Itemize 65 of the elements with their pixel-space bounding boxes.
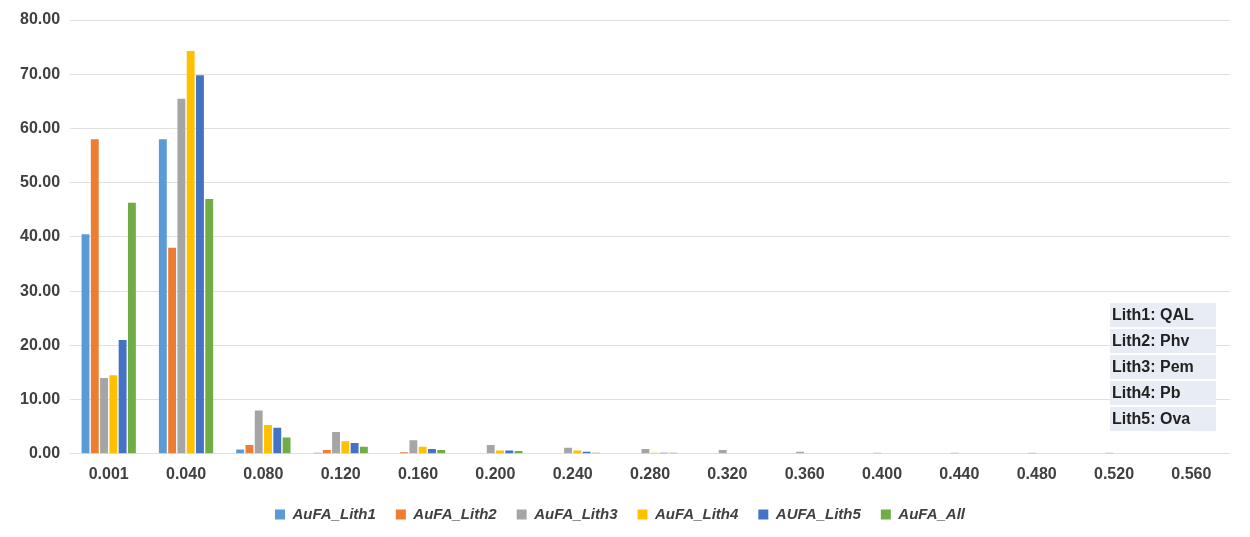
y-tick-label: 30.00 xyxy=(19,281,61,299)
x-tick-label: 0.360 xyxy=(784,464,825,482)
x-tick-label: 0.520 xyxy=(1093,464,1135,482)
x-tick-label: 0.560 xyxy=(1171,464,1212,482)
bar xyxy=(158,139,167,454)
bar xyxy=(418,446,427,454)
bar xyxy=(196,75,204,454)
bar xyxy=(359,446,368,454)
bar xyxy=(409,440,418,454)
bar xyxy=(437,450,446,454)
bar xyxy=(718,450,727,454)
annotation: Lith5: Ova xyxy=(1110,407,1216,431)
bar xyxy=(641,448,650,454)
bar xyxy=(514,451,523,454)
bar xyxy=(177,98,186,454)
y-tick-label: 40.00 xyxy=(19,227,61,245)
x-tick-label: 0.001 xyxy=(88,464,129,482)
x-tick-label: 0.440 xyxy=(939,464,980,482)
bar xyxy=(205,198,214,454)
legend-label: AuFA_All xyxy=(897,504,966,522)
x-tick-label: 0.040 xyxy=(166,464,207,482)
bar xyxy=(322,450,331,454)
bar xyxy=(486,445,495,454)
annotation: Lith1: QAL xyxy=(1110,303,1216,327)
legend-label: AuFA_Lith3 xyxy=(533,504,619,522)
y-tick-label: 70.00 xyxy=(19,64,61,82)
bar xyxy=(264,425,272,454)
x-tick-label: 0.280 xyxy=(630,464,671,482)
legend-label: AuFA_Lith2 xyxy=(412,504,498,522)
bar xyxy=(350,442,359,454)
bar xyxy=(564,447,572,454)
legend-label: AUFA_Lith5 xyxy=(774,504,862,522)
y-tick-label: 60.00 xyxy=(19,118,61,136)
x-tick-label: 0.320 xyxy=(707,464,748,482)
x-tick-label: 0.200 xyxy=(475,464,516,482)
legend-label: AuFA_Lith4 xyxy=(654,504,739,522)
bar xyxy=(127,202,136,454)
bar xyxy=(168,247,177,454)
bar xyxy=(332,432,340,454)
bar xyxy=(254,410,263,454)
y-tick-label: 80.00 xyxy=(19,10,61,28)
y-tick-label: 20.00 xyxy=(19,335,61,353)
annotation: Lith4: Pb xyxy=(1110,381,1216,405)
x-tick-label: 0.160 xyxy=(398,464,439,482)
bar xyxy=(109,375,118,454)
bar xyxy=(282,437,291,454)
bar xyxy=(341,441,350,454)
bar xyxy=(428,448,436,454)
y-tick-label: 10.00 xyxy=(19,389,61,407)
x-tick-label: 0.120 xyxy=(320,464,361,482)
bar xyxy=(186,50,195,454)
bar xyxy=(118,339,127,454)
y-tick-label: 0.00 xyxy=(28,444,61,462)
bar xyxy=(90,139,99,454)
bar xyxy=(100,377,109,454)
legend-label: AuFA_Lith1 xyxy=(291,504,376,522)
bar xyxy=(273,427,282,454)
x-tick-label: 0.400 xyxy=(861,464,903,482)
x-tick-label: 0.080 xyxy=(243,464,284,482)
y-tick-label: 50.00 xyxy=(19,173,61,191)
x-tick-label: 0.240 xyxy=(552,464,593,482)
bar xyxy=(236,449,245,454)
annotation: Lith2: Phv xyxy=(1110,329,1216,353)
annotation: Lith3: Pem xyxy=(1110,355,1216,379)
x-tick-label: 0.480 xyxy=(1016,464,1057,482)
